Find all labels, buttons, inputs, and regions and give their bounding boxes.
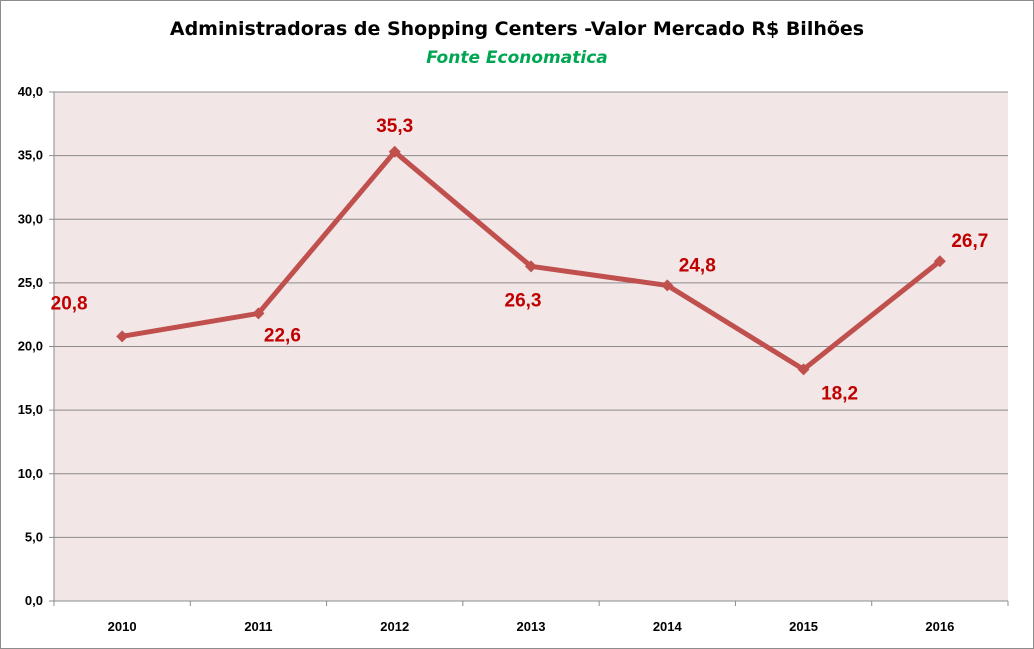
- y-axis-ticks: 0,0 5,0 10,0 15,0 20,0 25,0 30,0 35,0 40,0: [18, 84, 54, 608]
- x-tick-label: 2016: [925, 619, 954, 634]
- x-tick-label: 2012: [380, 619, 409, 634]
- data-label: 26,7: [951, 231, 988, 252]
- y-tick-label: 20,0: [18, 339, 43, 354]
- data-label: 20,8: [51, 293, 88, 314]
- data-label: 18,2: [821, 383, 858, 404]
- data-label: 22,6: [264, 325, 301, 346]
- x-axis-ticks: 2010 2011 2012 2013 2014 2015 2016: [53, 601, 1009, 634]
- y-tick-label: 5,0: [25, 529, 43, 544]
- y-tick-label: 25,0: [18, 275, 43, 290]
- gridlines: [54, 91, 1008, 538]
- x-tick-label: 2010: [108, 619, 137, 634]
- data-point: [661, 279, 674, 292]
- data-label: 24,8: [679, 255, 716, 276]
- x-tick-label: 2014: [653, 619, 683, 634]
- data-point: [525, 260, 537, 273]
- data-point: [252, 307, 265, 320]
- x-tick-label: 2011: [244, 619, 272, 634]
- y-tick-label: 35,0: [18, 148, 43, 163]
- series-layer: [116, 145, 946, 376]
- y-tick-label: 30,0: [18, 211, 43, 226]
- chart-subtitle: Fonte Economatica: [426, 48, 608, 68]
- data-label: 35,3: [376, 116, 413, 137]
- data-point: [388, 145, 401, 158]
- y-tick-label: 15,0: [18, 402, 43, 417]
- data-label: 26,3: [505, 290, 542, 311]
- y-tick-label: 0,0: [25, 593, 43, 608]
- x-tick-label: 2015: [789, 619, 818, 634]
- data-point: [933, 255, 946, 268]
- y-tick-label: 10,0: [18, 466, 43, 481]
- chart-title: Administradoras de Shopping Centers -Val…: [169, 18, 865, 40]
- x-tick-label: 2013: [517, 619, 546, 634]
- data-point: [797, 363, 810, 376]
- y-tick-label: 40,0: [18, 84, 43, 99]
- data-point: [116, 330, 129, 343]
- data-labels: 20,8 22,6 35,3 26,3 24,8 18,2 26,7: [51, 116, 989, 405]
